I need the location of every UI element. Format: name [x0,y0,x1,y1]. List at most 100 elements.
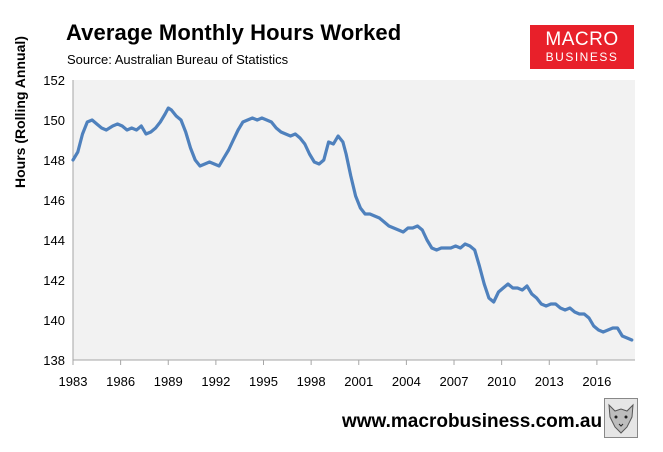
data-point [170,108,173,112]
x-tick-label: 2004 [392,374,421,389]
data-point [487,296,491,300]
data-point [430,246,433,250]
data-point [516,286,519,290]
plot-area [73,80,635,360]
x-tick-label: 2001 [344,374,373,389]
data-point [246,118,249,122]
x-tick-label: 2007 [440,374,469,389]
footer-url[interactable]: www.macrobusiness.com.au [342,411,603,432]
y-tick-label: 140 [43,313,65,328]
data-point [251,116,254,120]
wolf-icon [604,398,638,438]
data-point [444,246,448,250]
data-point [621,334,624,338]
data-point [86,120,89,124]
data-point [232,138,235,142]
data-point [140,124,143,128]
data-point [583,312,586,316]
data-point [332,142,335,146]
data-point [289,134,292,138]
data-point [105,128,108,132]
macrobusiness-logo[interactable]: MACRO BUSINESS [530,25,634,69]
data-point [440,246,443,250]
data-point [222,156,225,160]
x-tick-label: 2013 [535,374,564,389]
data-point [611,326,614,330]
data-point [521,288,524,292]
data-point [76,150,80,154]
data-point [544,304,548,308]
data-point [535,296,538,300]
data-point [592,324,595,328]
data-point [341,140,345,144]
data-point [111,124,114,128]
logo-line-1: MACRO [545,29,619,50]
data-point [349,174,352,178]
data-point [313,160,316,164]
data-point [203,162,206,166]
data-point [502,286,505,290]
data-point [189,146,192,150]
data-point [473,248,476,252]
data-point [344,152,348,156]
data-point [217,164,221,168]
data-point [179,118,183,122]
data-point [354,194,357,198]
data-point [568,306,572,310]
data-point [597,328,600,332]
chart-subtitle: Source: Australian Bureau of Statistics [67,52,289,67]
data-point [459,246,462,250]
x-tick-label: 1986 [106,374,135,389]
data-point [265,118,268,122]
data-point [125,128,129,132]
data-point [322,158,325,162]
series-points [71,106,633,342]
data-point [421,228,424,232]
data-point [492,300,495,304]
y-tick-label: 142 [43,273,65,288]
y-axis-label: Hours (Rolling Annual) [12,36,28,188]
data-point [454,244,457,248]
data-point [303,142,306,146]
data-point [256,118,259,122]
data-point [402,230,405,234]
data-point [116,122,119,126]
data-point [175,114,178,118]
data-point [317,162,321,166]
data-point [587,316,591,320]
data-point [559,306,562,310]
data-point [425,238,429,242]
x-tick-label: 1992 [201,374,230,389]
chart-title: Average Monthly Hours Worked [66,20,402,45]
data-point [144,132,148,136]
data-point [554,302,557,306]
data-point [81,132,84,136]
data-point [95,122,99,126]
y-tick-label: 138 [43,353,65,368]
x-axis: 1983 1986 1989 1992 1995 1998 2001 2004 2007 2010… [59,359,635,389]
data-point [497,290,500,294]
data-point [100,126,103,130]
data-point [163,112,167,116]
data-point [525,284,529,288]
data-point [573,310,576,314]
data-point [241,120,245,124]
x-tick-label: 2016 [582,374,611,389]
data-point [373,214,376,218]
data-point [449,246,452,250]
data-point [435,248,438,252]
data-point [308,152,311,156]
data-point [468,244,472,248]
data-point [149,130,152,134]
data-point [511,286,514,290]
data-point [630,338,633,342]
y-tick-label: 148 [43,153,65,168]
data-point [71,158,75,162]
data-point [284,132,287,136]
data-point [397,228,400,232]
data-point [392,226,395,230]
data-point [167,106,170,110]
y-tick-label: 146 [43,193,65,208]
data-point [378,216,381,220]
